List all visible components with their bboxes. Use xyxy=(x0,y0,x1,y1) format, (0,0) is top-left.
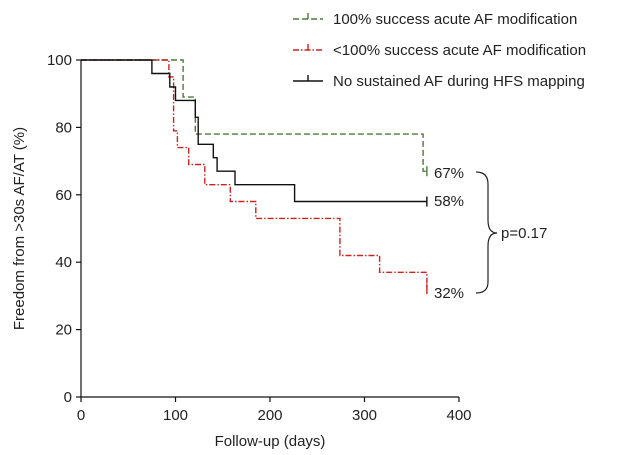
survival-curves xyxy=(81,59,428,295)
legend-label-2: <100% success acute AF modification xyxy=(333,42,586,59)
y-tick-label: 40 xyxy=(55,254,72,271)
x-tick-label: 200 xyxy=(257,407,282,424)
series-line-1 xyxy=(81,59,427,172)
x-axis-title: Follow-up (days) xyxy=(215,433,326,450)
y-tick-label: 20 xyxy=(55,322,72,339)
x-tick-label: 400 xyxy=(446,407,471,424)
legend: 100% success acute AF modification <100% … xyxy=(293,11,586,90)
y-tick-label: 60 xyxy=(55,187,72,204)
x-tick-label: 300 xyxy=(352,407,377,424)
legend-label-3: No sustained AF during HFS mapping xyxy=(333,73,585,90)
y-tick-label: 0 xyxy=(64,389,72,406)
legend-label-1: 100% success acute AF modification xyxy=(333,11,577,28)
series-line-3 xyxy=(81,59,427,203)
series-line-2 xyxy=(81,59,428,290)
y-tick-label: 80 xyxy=(55,119,72,136)
end-label-3: 32% xyxy=(434,285,464,302)
annotations: 67% 58% 32% p=0.17 xyxy=(434,165,547,302)
brace xyxy=(475,171,498,294)
p-value: p=0.17 xyxy=(501,225,547,242)
x-tick-label: 0 xyxy=(77,407,85,424)
y-tick-label: 100 xyxy=(47,52,72,69)
x-tick-label: 100 xyxy=(163,407,188,424)
end-label-1: 67% xyxy=(434,165,464,182)
end-label-2: 58% xyxy=(434,193,464,210)
axes: 0 100 200 300 400 0 20 40 60 80 100 Follow-up (days… xyxy=(11,52,472,450)
y-axis-title: Freedom from >30s AF/AT (%) xyxy=(11,127,28,330)
